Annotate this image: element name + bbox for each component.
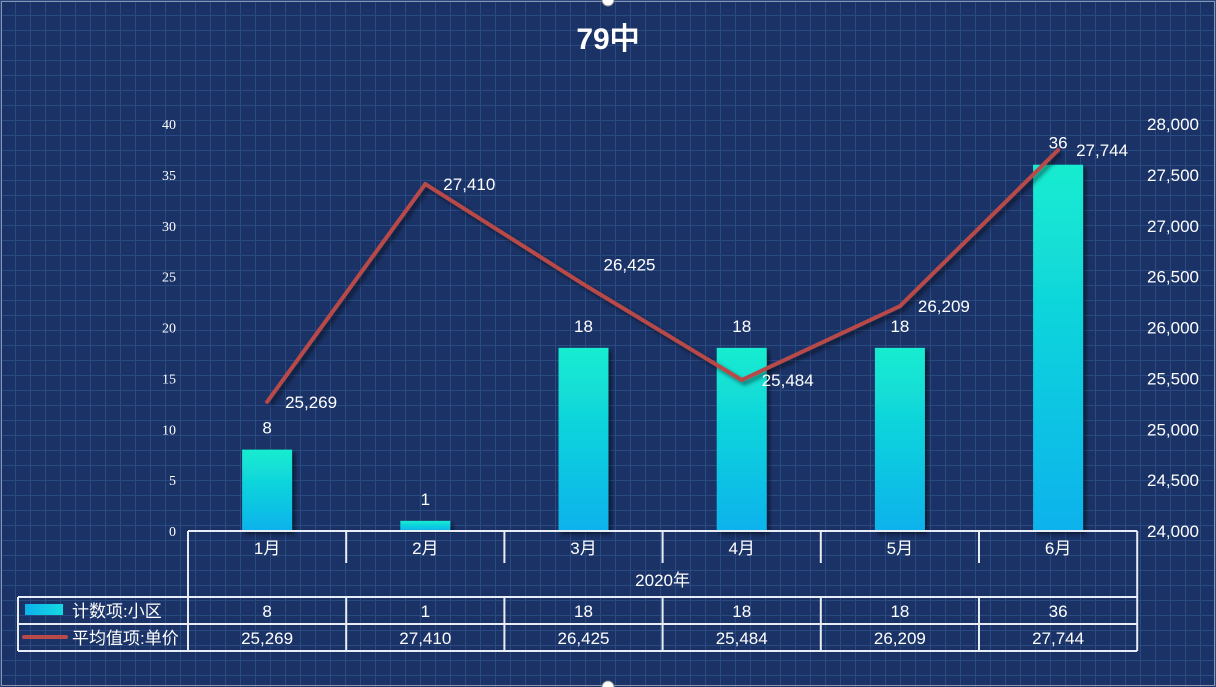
line-point [265,399,270,404]
bar [242,449,293,531]
line-data-label: 26,209 [918,297,970,316]
table-cell: 26,209 [874,629,926,648]
line-point [423,182,428,187]
resize-handle [601,0,615,7]
legend-label: 计数项:小区 [72,602,162,621]
line-point [897,304,902,309]
line-data-label: 27,410 [443,175,495,194]
bar-data-label: 18 [574,317,593,336]
table-cell: 25,269 [241,629,293,648]
line-series [265,148,1060,404]
right-axis-tick: 26,000 [1147,319,1199,338]
x-axis-label: 4月 [728,539,754,558]
left-axis-tick: 10 [162,423,176,438]
bar [874,347,925,531]
table-cell: 26,425 [558,629,610,648]
bar-data-label: 8 [262,419,271,438]
x-axis-label: 3月 [570,539,596,558]
line-data-label: 25,269 [285,393,337,412]
legend-label: 平均值项:单价 [72,629,179,648]
line-data-label: 26,425 [604,255,656,274]
chart-title: 79中 [576,23,640,56]
table-cell: 36 [1049,602,1068,621]
right-axis-tick: 27,500 [1147,166,1199,185]
table-cell: 27,744 [1032,629,1084,648]
right-axis-tick: 26,500 [1147,268,1199,287]
x-axis-label: 1月 [254,539,280,558]
bar-data-label: 1 [421,490,430,509]
left-axis-tick: 40 [162,118,176,133]
left-axis-tick: 5 [169,474,176,489]
table-cell: 1 [421,602,430,621]
legend-swatch-bar [25,604,63,615]
line-point [1056,148,1061,153]
x-axis-group-label: 2020年 [635,571,690,590]
table-cell: 25,484 [716,629,768,648]
bar-data-label: 18 [732,317,751,336]
left-axis-tick: 15 [162,372,176,387]
right-axis-tick: 24,500 [1147,471,1199,490]
line-data-label: 27,744 [1076,141,1128,160]
line-point [581,282,586,287]
line-data-label: 25,484 [762,371,814,390]
left-axis-tick: 30 [162,220,176,235]
bar [400,520,451,531]
left-axis-tick: 35 [162,169,176,184]
table-cell: 18 [890,602,909,621]
table-cell: 18 [574,602,593,621]
left-axis-tick: 25 [162,271,176,286]
line-point [739,378,744,383]
x-axis-label: 5月 [887,539,913,558]
table-cell: 18 [732,602,751,621]
x-axis-label: 2月 [412,539,438,558]
right-axis-tick: 27,000 [1147,217,1199,236]
bar [1033,164,1084,531]
right-axis-tick: 28,000 [1147,115,1199,134]
right-axis-tick: 25,500 [1147,369,1199,388]
right-axis-tick: 25,000 [1147,420,1199,439]
bar-data-label: 18 [890,317,909,336]
x-axis-label: 6月 [1045,539,1071,558]
right-axis-tick: 24,000 [1147,522,1199,541]
bar [558,347,609,531]
left-axis-tick: 20 [162,322,176,337]
table-cell: 27,410 [399,629,451,648]
resize-handle [601,680,615,687]
table-cell: 8 [262,602,271,621]
left-axis-tick: 0 [169,525,176,540]
bar-data-label: 36 [1049,134,1068,153]
bar [716,347,767,531]
